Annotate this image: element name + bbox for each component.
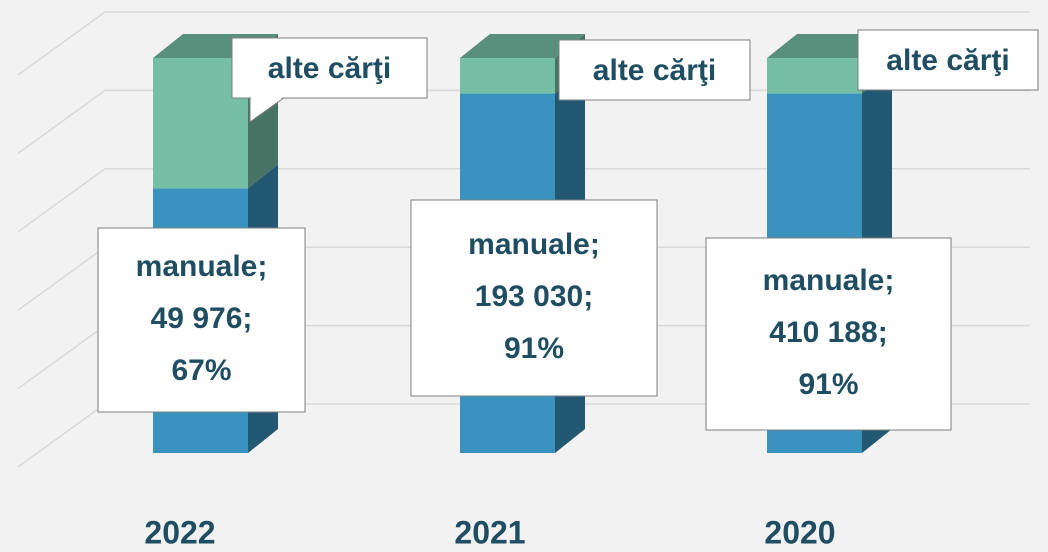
data-label-box: [231, 37, 428, 99]
data-label: 193 030;: [475, 280, 593, 313]
x-tick-label: 2022: [144, 514, 215, 550]
data-label: 49 976;: [151, 302, 253, 335]
grid-line: [17, 11, 1030, 76]
bar: [767, 58, 862, 94]
data-label: manuale;: [468, 228, 600, 261]
data-label: 91%: [798, 368, 858, 401]
data-label-box: [410, 199, 658, 397]
x-tick-label: 2020: [764, 514, 835, 550]
data-label-box: [558, 39, 751, 101]
data-label: manuale;: [763, 264, 895, 297]
label-pointer-fill: [251, 97, 283, 120]
data-label-box: [97, 227, 306, 413]
data-label-box: [857, 29, 1039, 91]
data-label: manuale;: [136, 250, 268, 283]
data-label: 67%: [171, 354, 231, 387]
bar: [460, 58, 555, 94]
data-label: alte cărţi: [593, 54, 716, 87]
data-label: alte cărţi: [886, 44, 1009, 77]
data-label: 91%: [504, 332, 564, 365]
bar-top: [460, 34, 585, 58]
data-label: 410 188;: [769, 316, 887, 349]
grid-line: [17, 168, 1030, 233]
data-label-box: [705, 237, 952, 431]
data-label: alte cărţi: [268, 52, 391, 85]
x-tick-label: 2021: [454, 514, 525, 550]
